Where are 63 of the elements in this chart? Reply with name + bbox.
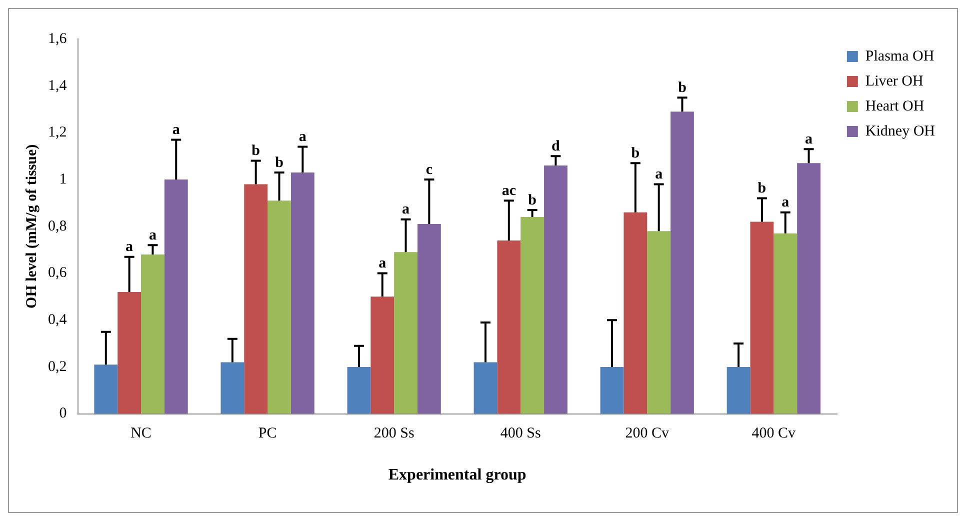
annotation: a — [378, 256, 387, 272]
y-tick-label: 0,8 — [48, 218, 67, 234]
x-tick-label: 400 Cv — [752, 426, 796, 442]
bar — [797, 163, 820, 414]
x-tick-label: PC — [258, 426, 277, 442]
bar — [670, 112, 694, 414]
annotation: a — [148, 228, 157, 244]
bar — [141, 254, 164, 414]
bar — [544, 165, 568, 414]
legend-label: Kidney OH — [865, 123, 936, 140]
y-tick-label: 0,6 — [48, 265, 68, 282]
bar — [370, 296, 394, 414]
legend-label: Liver OH — [865, 73, 924, 90]
annotation: a — [782, 194, 790, 211]
annotation: b — [631, 146, 640, 162]
bar — [474, 362, 498, 414]
y-tick-label: 0,4 — [48, 312, 68, 328]
y-tick-label: 1 — [59, 171, 67, 188]
annotation: b — [758, 180, 766, 197]
annotation: b — [252, 143, 260, 160]
bar — [647, 231, 671, 414]
y-tick-label: 0,2 — [48, 358, 67, 375]
bar — [244, 184, 268, 414]
annotation: b — [275, 154, 284, 171]
annotation: a — [805, 131, 814, 148]
bar — [164, 180, 188, 414]
y-tick-label: 0 — [59, 406, 67, 422]
bar — [118, 292, 142, 414]
annotation: c — [426, 162, 433, 178]
y-axis-title: OH level (mM/g of tissue) — [24, 144, 40, 308]
y-tick-label: 1,2 — [48, 124, 67, 141]
annotation: d — [552, 138, 561, 154]
annotation: a — [298, 129, 307, 146]
annotation: a — [172, 122, 180, 138]
annotation: a — [402, 202, 410, 218]
annotation: b — [528, 192, 536, 208]
annotation: a — [655, 166, 664, 183]
annotation: ac — [502, 183, 516, 200]
bar — [520, 217, 544, 414]
bar — [290, 172, 314, 414]
bar — [268, 200, 291, 414]
bar — [497, 240, 521, 414]
bar — [726, 366, 750, 414]
bar — [600, 366, 624, 414]
x-tick-label: 200 Cv — [625, 426, 670, 442]
bar — [347, 366, 371, 414]
bar — [750, 222, 774, 414]
bar — [394, 252, 418, 414]
annotation: b — [678, 80, 686, 96]
annotation: a — [126, 239, 134, 256]
bar — [94, 364, 118, 414]
bar — [774, 233, 798, 414]
bar — [417, 224, 441, 414]
bar — [220, 362, 244, 414]
x-tick-label: 400 Ss — [500, 426, 541, 442]
bar — [624, 212, 648, 414]
x-axis-title: Experimental group — [388, 466, 526, 484]
legend-label: Heart OH — [865, 98, 924, 114]
legend-label: Plasma OH — [865, 48, 934, 64]
y-tick-label: 1,4 — [48, 78, 68, 94]
x-tick-label: 200 Ss — [374, 426, 414, 442]
y-tick-label: 1,6 — [48, 30, 68, 47]
x-tick-label: NC — [130, 426, 152, 442]
